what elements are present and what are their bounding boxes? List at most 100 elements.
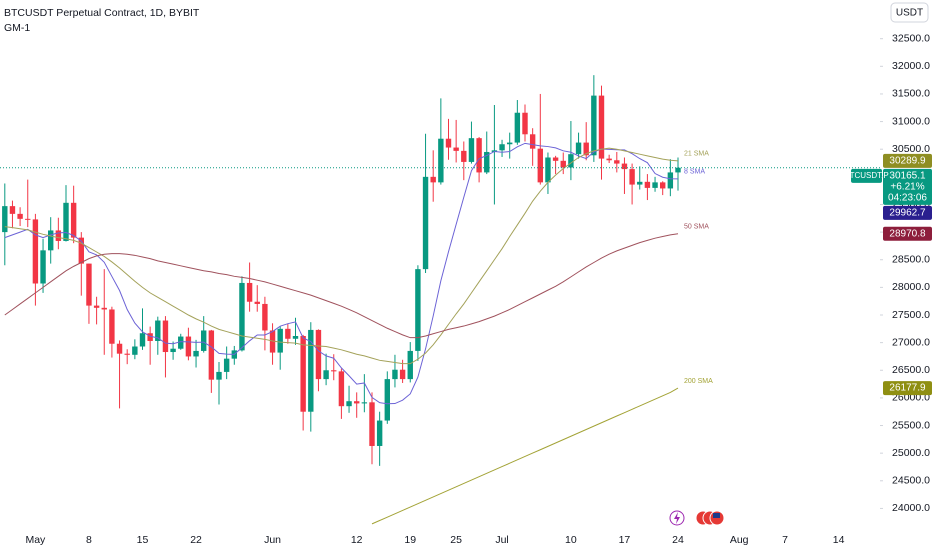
y-tick-label: 26500.0 <box>892 364 930 376</box>
candle-body <box>675 167 681 173</box>
currency-button[interactable] <box>890 2 929 23</box>
candle-body <box>331 370 337 372</box>
ma-line <box>371 387 679 525</box>
y-tick-label: 28500.0 <box>892 254 930 266</box>
price-tag-label: 26177.9 <box>889 383 926 394</box>
candle-body <box>667 172 674 189</box>
candle-body <box>438 138 444 183</box>
price-tag <box>883 381 932 396</box>
candle-body <box>621 163 628 170</box>
candle-body <box>323 370 329 380</box>
candle-body <box>399 369 406 380</box>
candle-body <box>116 343 123 354</box>
candle-body <box>514 112 521 143</box>
candle-body <box>568 154 574 168</box>
candle-body <box>32 219 39 284</box>
symbol-tag <box>851 168 882 183</box>
ma-name-label: 21 SMA <box>684 151 709 158</box>
y-tick-label: 27500.0 <box>892 309 930 321</box>
ma-line <box>4 147 679 365</box>
candle-body <box>17 213 23 219</box>
candle-body <box>575 142 582 155</box>
candle-body <box>522 112 528 135</box>
y-tick-label: 27000.0 <box>892 336 930 348</box>
candle-body <box>606 158 612 161</box>
countdown-label: 04:23:06 <box>888 192 927 203</box>
candle-body <box>124 353 130 355</box>
candle-body <box>422 176 429 270</box>
candle-body <box>598 95 605 159</box>
candle-body <box>476 138 482 173</box>
candle-body <box>292 336 299 339</box>
y-tick-label: 25000.0 <box>892 447 930 459</box>
change-label: +6.21% <box>890 181 924 192</box>
candle-body <box>170 348 176 353</box>
y-tick-label: 31000.0 <box>892 115 930 127</box>
ma-name-label: 50 SMA <box>684 224 709 231</box>
candle-body <box>468 138 475 162</box>
candle-body <box>652 182 658 188</box>
candle-body <box>93 305 100 308</box>
candle-body <box>637 181 643 185</box>
candle-body <box>384 379 390 421</box>
candle-body <box>78 237 84 264</box>
x-tick-label: Jun <box>264 534 281 546</box>
candle-body <box>484 151 490 173</box>
symbol-tag-label: BTCUSDT.P <box>844 171 888 180</box>
candle-body <box>185 336 192 357</box>
candle-body <box>392 369 398 380</box>
y-tick-label: 28000.0 <box>892 281 930 293</box>
candle-body <box>216 371 222 380</box>
candle-body <box>552 157 559 161</box>
candle-body <box>239 282 245 351</box>
candle-body <box>223 358 230 372</box>
currency-label[interactable]: USDT <box>896 8 923 19</box>
candle-body <box>208 330 215 380</box>
x-tick-label: May <box>25 534 46 546</box>
candle-body <box>560 160 566 168</box>
ma-line <box>4 142 679 405</box>
x-tick-label: 7 <box>782 534 788 546</box>
candle-body <box>591 95 597 156</box>
candle-body <box>139 333 146 347</box>
x-tick-label: 8 <box>86 534 92 546</box>
price-tag-label: 30289.9 <box>889 155 926 166</box>
flag-canton <box>713 513 720 518</box>
candle-body <box>2 206 8 233</box>
y-tick-label: 32500.0 <box>892 32 930 44</box>
lightning-icon <box>674 512 680 524</box>
candle-body <box>48 230 54 251</box>
candle-body <box>201 330 207 351</box>
price-tag <box>883 205 932 220</box>
y-tick-label: 32000.0 <box>892 60 930 72</box>
candle-body <box>162 320 169 353</box>
candle-body <box>254 301 260 304</box>
candle-body <box>132 346 138 355</box>
price-axis: 24000.024500.025000.025500.026000.026500… <box>25 32 930 545</box>
candle-body <box>338 371 345 407</box>
y-tick-label: 24500.0 <box>892 475 930 487</box>
candle-body <box>86 263 92 306</box>
candle-body <box>660 182 666 189</box>
candle-body <box>63 202 69 241</box>
candle-body <box>300 336 306 412</box>
candle-body <box>308 329 314 412</box>
candle-body <box>629 169 635 185</box>
y-tick-label: 25500.0 <box>892 419 930 431</box>
candle-body <box>369 402 375 446</box>
ma-name-label: 200 SMA <box>684 378 713 385</box>
price-tag-label: 29962.7 <box>889 207 926 218</box>
candle-body <box>583 142 589 156</box>
candle-body <box>262 303 268 331</box>
ma-line <box>4 233 679 339</box>
candle-body <box>55 230 62 241</box>
chart-title: BTCUSDT Perpetual Contract, 1D, BYBIT <box>4 7 200 19</box>
x-tick-label: 14 <box>833 534 845 546</box>
y-tick-label: 24000.0 <box>892 502 930 514</box>
candle-body <box>614 160 620 164</box>
price-tags: 30289.9 30165.1+6.21%04:23:06 BTCUSDT.P 299… <box>844 153 932 396</box>
x-tick-label: Jul <box>495 534 508 546</box>
candle-body <box>529 134 536 149</box>
